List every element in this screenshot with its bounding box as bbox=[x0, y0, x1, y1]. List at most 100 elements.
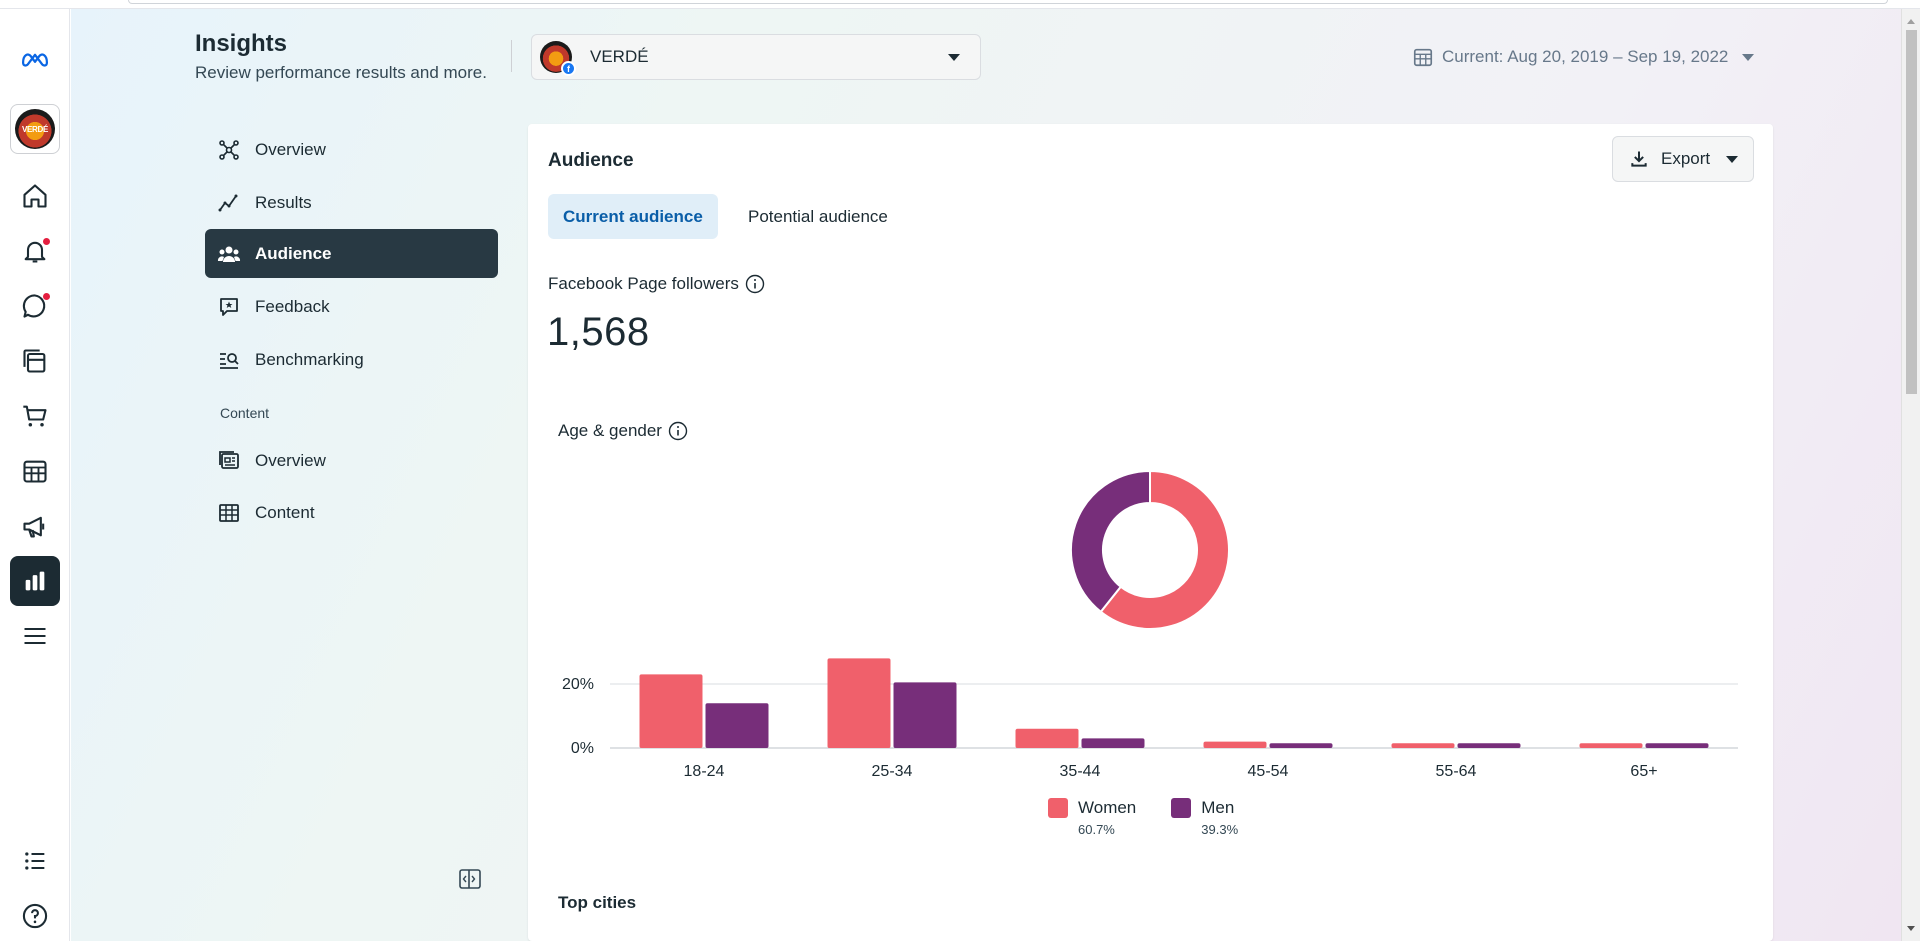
nav-label: Benchmarking bbox=[255, 349, 364, 369]
legend-label: Men bbox=[1201, 798, 1235, 817]
nav-label: Content bbox=[255, 502, 315, 522]
nav-audience[interactable]: Audience bbox=[205, 229, 498, 278]
x-tick-label: 35-44 bbox=[1060, 763, 1101, 780]
header-divider bbox=[511, 40, 512, 72]
nav-label: Results bbox=[255, 192, 312, 212]
tab-current-audience[interactable]: Current audience bbox=[548, 194, 718, 239]
nav-benchmarking[interactable]: Benchmarking bbox=[205, 335, 498, 384]
page-title: Insights bbox=[195, 30, 288, 57]
browser-top-edge bbox=[0, 0, 1920, 9]
donut-slice-women[interactable] bbox=[1099, 470, 1230, 630]
nav-content-overview[interactable]: Overview bbox=[205, 436, 498, 485]
page-selector[interactable]: f VERDÉ bbox=[531, 34, 981, 80]
feedback-icon bbox=[220, 297, 238, 316]
legend-label: Women bbox=[1078, 798, 1137, 817]
posts-icon[interactable] bbox=[10, 336, 60, 386]
x-tick-label: 18-24 bbox=[684, 763, 725, 780]
age-gender-bar-chart: 0% 20% 18-24 25-34 35-44 45-54 55-64 65+ bbox=[562, 658, 1738, 780]
bar-women-35-44[interactable] bbox=[1015, 728, 1079, 748]
chevron-down-icon bbox=[1742, 53, 1755, 61]
page-avatar[interactable]: VERDÉ bbox=[10, 104, 60, 154]
bar-men-65+[interactable] bbox=[1645, 743, 1709, 748]
legend-percent: 60.7% bbox=[1078, 822, 1115, 837]
scrollbar[interactable] bbox=[1901, 9, 1920, 941]
left-icon-rail: VERDÉ bbox=[0, 9, 70, 941]
nav-content-table[interactable]: Content bbox=[205, 488, 498, 537]
ads-icon[interactable] bbox=[10, 501, 60, 551]
bar-men-18-24[interactable] bbox=[705, 703, 769, 748]
info-icon[interactable] bbox=[745, 274, 765, 294]
page-avatar-small: f bbox=[540, 41, 576, 76]
nav-label: Overview bbox=[255, 450, 326, 470]
nav-overview[interactable]: Overview bbox=[205, 125, 498, 174]
calendar-icon bbox=[1413, 48, 1433, 67]
menu-icon[interactable] bbox=[10, 611, 60, 661]
export-label: Export bbox=[1661, 149, 1711, 168]
bar-women-25-34[interactable] bbox=[827, 658, 891, 748]
tab-potential-audience[interactable]: Potential audience bbox=[748, 206, 888, 226]
nav-label: Feedback bbox=[255, 296, 330, 316]
scrollbar-thumb[interactable] bbox=[1906, 30, 1917, 394]
bar-women-18-24[interactable] bbox=[639, 674, 703, 748]
export-button[interactable]: Export bbox=[1612, 136, 1754, 182]
x-tick-label: 65+ bbox=[1630, 763, 1657, 780]
top-cities-title: Top cities bbox=[558, 893, 637, 912]
audience-icon bbox=[217, 246, 241, 262]
legend-swatch bbox=[1048, 798, 1068, 818]
scroll-up-arrow-icon[interactable] bbox=[1907, 19, 1915, 24]
audience-card: Audience Export Current audience Potenti… bbox=[528, 124, 1773, 941]
bar-men-25-34[interactable] bbox=[893, 682, 957, 748]
info-icon[interactable] bbox=[668, 421, 688, 441]
bar-men-45-54[interactable] bbox=[1269, 743, 1333, 748]
metric-label: Facebook Page followers bbox=[548, 274, 765, 294]
nav-label: Overview bbox=[255, 139, 326, 159]
nav-label: Audience bbox=[255, 243, 332, 263]
card-title: Audience bbox=[548, 150, 634, 171]
messages-icon[interactable] bbox=[10, 281, 60, 331]
bar-men-35-44[interactable] bbox=[1081, 738, 1145, 748]
legend-swatch bbox=[1171, 798, 1192, 818]
legend-percent: 39.3% bbox=[1201, 822, 1239, 837]
legend-item-women: Women 60.7% bbox=[1048, 798, 1136, 837]
insights-icon[interactable] bbox=[10, 556, 60, 606]
chart-title: Age & gender bbox=[558, 421, 688, 441]
bar-men-55-64[interactable] bbox=[1457, 743, 1521, 748]
bar-women-55-64[interactable] bbox=[1391, 743, 1455, 748]
message-dot bbox=[43, 293, 50, 300]
home-icon[interactable] bbox=[10, 171, 60, 221]
bar-women-65+[interactable] bbox=[1579, 743, 1643, 748]
bar-women-45-54[interactable] bbox=[1203, 741, 1267, 748]
meta-logo-icon[interactable] bbox=[10, 34, 60, 84]
chevron-down-icon bbox=[948, 54, 960, 61]
scroll-down-arrow-icon[interactable] bbox=[1907, 926, 1915, 931]
followers-count: 1,568 bbox=[547, 310, 650, 354]
page-subtitle: Review performance results and more. bbox=[195, 63, 487, 82]
chart-title-text: Age & gender bbox=[558, 421, 662, 440]
y-tick-label: 0% bbox=[571, 740, 594, 757]
date-range-selector[interactable]: Current: Aug 20, 2019 – Sep 19, 2022 bbox=[1412, 46, 1755, 68]
all-tools-icon[interactable] bbox=[10, 836, 60, 886]
planner-icon[interactable] bbox=[10, 446, 60, 496]
notification-dot bbox=[43, 238, 50, 245]
chevron-down-icon bbox=[1726, 155, 1739, 163]
page-selector-value: VERDÉ bbox=[590, 47, 649, 66]
x-tick-label: 45-54 bbox=[1248, 763, 1289, 780]
notifications-icon[interactable] bbox=[10, 226, 60, 276]
x-tick-label: 55-64 bbox=[1436, 763, 1477, 780]
content-overview-icon bbox=[219, 450, 239, 469]
nav-results[interactable]: Results bbox=[205, 178, 498, 227]
gender-donut-chart bbox=[1070, 470, 1230, 630]
download-icon bbox=[1631, 151, 1647, 167]
help-icon[interactable] bbox=[10, 891, 60, 941]
page-avatar-image: VERDÉ bbox=[15, 109, 55, 149]
donut-slice-men[interactable] bbox=[1070, 470, 1151, 614]
x-tick-label: 25-34 bbox=[872, 763, 913, 780]
collapse-sidebar-icon[interactable] bbox=[458, 867, 482, 891]
legend-item-men: Men 39.3% bbox=[1171, 798, 1238, 837]
nav-section-content: Content bbox=[220, 405, 270, 421]
commerce-icon[interactable] bbox=[10, 391, 60, 441]
facebook-badge-icon: f bbox=[561, 61, 576, 76]
date-range-label: Current: Aug 20, 2019 – Sep 19, 2022 bbox=[1442, 47, 1729, 66]
nav-feedback[interactable]: Feedback bbox=[205, 282, 498, 331]
metric-label-text: Facebook Page followers bbox=[548, 274, 739, 293]
